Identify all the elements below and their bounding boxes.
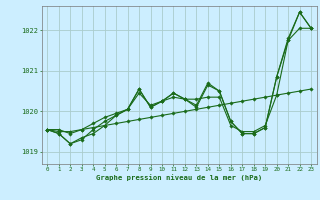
X-axis label: Graphe pression niveau de la mer (hPa): Graphe pression niveau de la mer (hPa) [96,174,262,181]
